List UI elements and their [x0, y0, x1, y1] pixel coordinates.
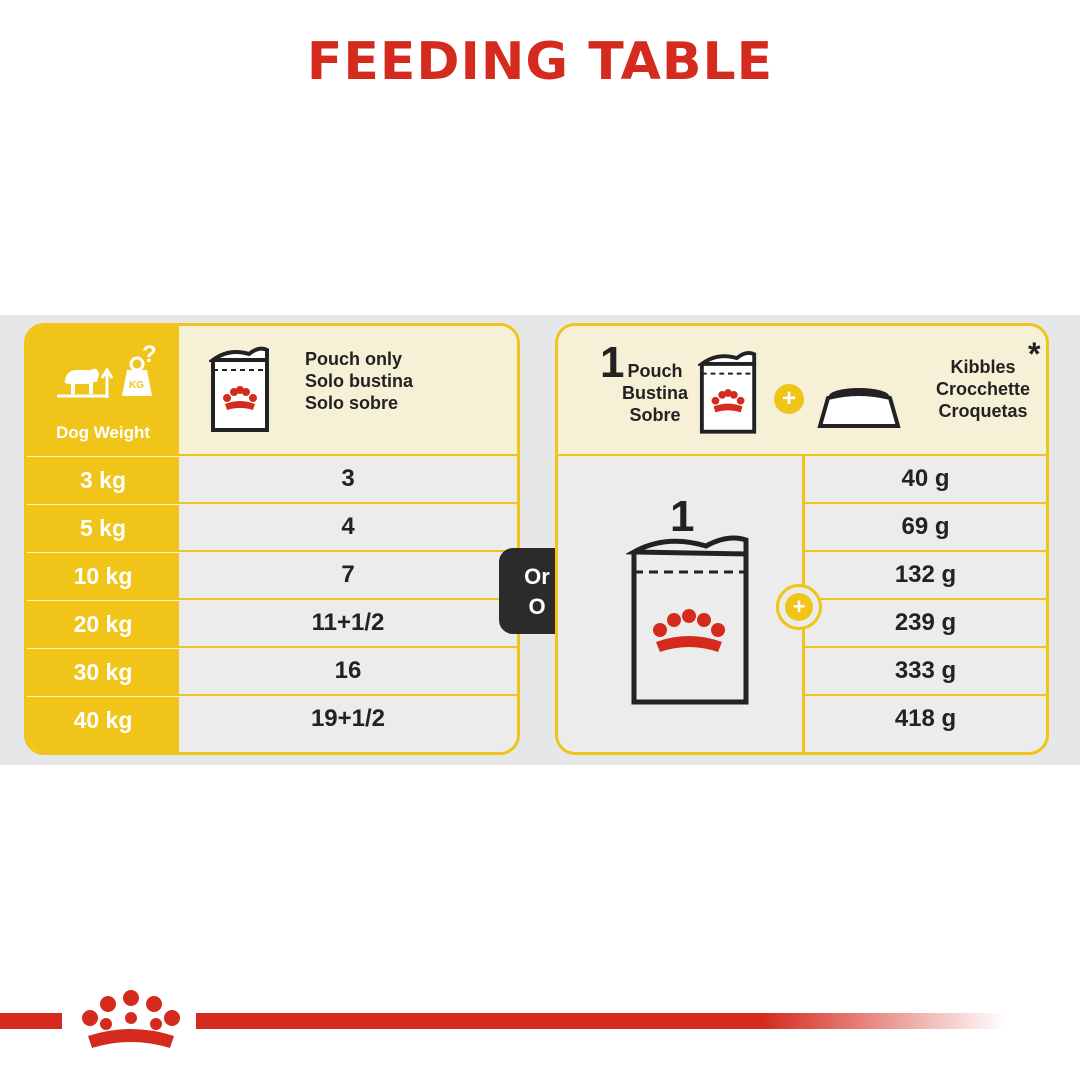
weight-cell: 40 kg: [27, 696, 179, 743]
footer-red-line-right: [196, 1013, 1006, 1029]
header-line-es: Sobre: [629, 405, 681, 425]
or-label-en: Or: [524, 564, 550, 589]
table-row: 30 kg 16: [27, 646, 517, 694]
royal-canin-crown-icon: [223, 386, 257, 410]
pouch-count-cell: 11+1/2: [311, 609, 385, 636]
header-line-es: Croquetas: [938, 401, 1028, 421]
table-row: 10 kg 7: [27, 550, 517, 598]
pouch-icon: [698, 351, 757, 434]
pouch-count-cell: 4: [341, 513, 355, 540]
pouch-icon: [626, 535, 749, 705]
pouch-count-cell: 7: [341, 561, 355, 588]
pouch-count-cell: 16: [334, 657, 362, 684]
kibbles-amount-cell: 69 g: [901, 513, 950, 540]
table-row: 333 g: [805, 646, 1046, 694]
bowl-icon: [817, 388, 901, 428]
kibbles-amount-cell: 418 g: [894, 705, 957, 732]
header-line-it: Solo bustina: [305, 371, 413, 391]
weight-cell: 3 kg: [27, 456, 179, 503]
header-line-es: Solo sobre: [305, 393, 399, 413]
kibbles-amount-cell: 132 g: [894, 561, 957, 588]
weight-cell: 10 kg: [27, 552, 179, 599]
or-label-it-es: O: [528, 594, 546, 619]
table-row: 5 kg 4: [27, 502, 517, 550]
royal-canin-crown-icon: [711, 389, 745, 413]
pouch-plus-kibbles-table: 1 Pouch Bustina Sobre + * Kibbles Crocch…: [555, 323, 1049, 755]
table-row: 40 kg 19+1/2: [27, 694, 517, 742]
table-row: 69 g: [805, 502, 1046, 550]
kibbles-amount-cell: 239 g: [894, 609, 957, 636]
royal-canin-crown-icon: [653, 609, 725, 652]
kibbles-amount-cell: 40 g: [901, 465, 950, 492]
page-title: FEEDING TABLE: [306, 32, 774, 92]
header-pouch-number: 1: [600, 338, 625, 387]
dog-weight-label: Dog Weight: [55, 423, 151, 442]
table-row: 239 g: [805, 598, 1046, 646]
plus-icon: +: [776, 584, 822, 630]
pouch-count-label: 1: [670, 492, 695, 541]
header-line-en: Pouch: [627, 361, 683, 381]
table-row: 40 g: [805, 454, 1046, 502]
kibbles-amount-cell: 333 g: [894, 657, 957, 684]
pouch-count-cell: 3: [341, 465, 355, 492]
asterisk-mark: *: [1028, 336, 1041, 372]
weight-cell: 20 kg: [27, 600, 179, 647]
table-row: 20 kg 11+1/2: [27, 598, 517, 646]
weight-cell: 5 kg: [27, 504, 179, 551]
table-row: 3 kg 3: [27, 454, 517, 502]
pouch-count-cell: 19+1/2: [310, 705, 386, 732]
royal-canin-crown-icon: [82, 990, 180, 1048]
svg-text:KG: KG: [129, 380, 144, 391]
header-line-it: Bustina: [622, 383, 689, 403]
plus-icon: +: [774, 384, 804, 414]
kibbles-header-text: Kibbles Crocchette Croquetas: [936, 356, 1030, 422]
table-row: 418 g: [805, 694, 1046, 742]
header-line-it: Crocchette: [936, 379, 1031, 399]
svg-text:?: ?: [142, 341, 157, 368]
table-row: 132 g: [805, 550, 1046, 598]
pouch-icon: [209, 346, 269, 432]
header-line-en: Pouch only: [305, 349, 403, 369]
pouch-only-table: KG ? Dog Weight Pouch only Solo bustina …: [24, 323, 520, 755]
dog-weight-scale-icon: KG ?: [57, 341, 157, 398]
header-line-en: Kibbles: [950, 357, 1016, 377]
pouch-header-text: Pouch Bustina Sobre: [622, 360, 688, 426]
footer-red-line-left: [0, 1013, 62, 1029]
pouch-only-header-text: Pouch only Solo bustina Solo sobre: [305, 348, 413, 414]
weight-cell: 30 kg: [27, 648, 179, 695]
